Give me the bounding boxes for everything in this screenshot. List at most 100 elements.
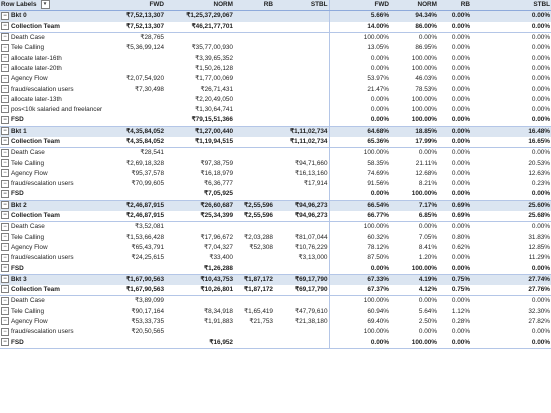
value-cell[interactable]: ₹1,27,00,440 — [165, 125, 234, 137]
value-cell[interactable]: 0.00% — [438, 21, 471, 33]
value-cell[interactable]: 0.00% — [471, 337, 551, 349]
value-cell[interactable] — [234, 84, 274, 94]
value-cell[interactable]: 8.21% — [418, 180, 437, 188]
table-row[interactable]: − pos<10k salaried and freelancer ₹1,30,64… — [0, 104, 551, 116]
value-cell[interactable]: ₹2,46,87,915 — [108, 199, 165, 211]
value-cell[interactable]: ₹46,21,77,701 — [165, 21, 234, 33]
collapse-icon[interactable]: − — [1, 211, 9, 220]
group-row[interactable]: − Collection Team ₹4,35,84,052 ₹1,19,94,515… — [0, 136, 551, 149]
value-cell[interactable] — [274, 115, 329, 127]
table-row[interactable]: − fraud/escalation users ₹70,99,605 ₹6,36,7… — [0, 179, 551, 190]
row-label-cell[interactable]: − Collection Team — [0, 21, 108, 33]
value-cell[interactable]: ₹1,50,26,128 — [195, 64, 233, 72]
collapse-icon[interactable]: − — [1, 296, 9, 305]
value-cell[interactable]: ₹1,67,90,563 — [108, 273, 165, 286]
table-row[interactable]: − allocate later-13th ₹2,20,49,050 0.00% 100… — [0, 94, 551, 105]
table-row[interactable]: − Death Case ₹3,52,081 100.00% 0.00% 0.00% 0.0… — [0, 221, 551, 233]
value-cell[interactable] — [234, 10, 274, 22]
collapse-icon[interactable]: − — [1, 232, 9, 241]
value-cell[interactable]: ₹28,541 — [140, 149, 164, 157]
collapse-icon[interactable]: − — [1, 337, 9, 346]
collapse-icon[interactable]: − — [1, 115, 9, 124]
value-cell[interactable]: ₹3,89,099 — [135, 297, 164, 305]
value-cell[interactable]: ₹24,25,615 — [131, 254, 165, 262]
value-cell[interactable]: ₹7,52,13,307 — [108, 21, 165, 33]
value-cell[interactable]: 86.95% — [415, 44, 437, 52]
value-cell[interactable]: 12.68% — [415, 169, 437, 177]
value-cell[interactable]: 53.97% — [328, 74, 390, 85]
value-cell[interactable]: 0.28% — [451, 318, 470, 326]
value-cell[interactable]: ₹79,15,51,366 — [165, 115, 234, 127]
value-cell[interactable]: ₹1,11,02,734 — [274, 136, 329, 149]
row-label-cell[interactable]: − Collection Team — [0, 285, 108, 297]
row-label-cell[interactable]: − FSD — [0, 263, 108, 275]
value-cell[interactable]: 0.00% — [328, 189, 390, 201]
row-labels-header[interactable]: Row Labels ▾ — [0, 0, 108, 12]
value-cell[interactable] — [274, 105, 329, 115]
group-row[interactable]: − FSD ₹7,05,925 0.00% 100.00% 0.00% 0.00% — [0, 189, 551, 201]
collapse-icon[interactable]: − — [1, 253, 9, 262]
row-label-cell[interactable]: − Death Case — [0, 32, 108, 43]
bucket-row[interactable]: − Bkt 1 ₹4,35,84,052 ₹1,27,00,440 ₹1,11,02,7… — [0, 125, 551, 137]
value-cell[interactable]: 0.00% — [328, 337, 390, 349]
table-row[interactable]: − Tele Calling ₹1,53,66,428 ₹17,96,672 ₹2,03… — [0, 232, 551, 243]
value-cell[interactable]: 67.33% — [328, 273, 390, 286]
value-cell[interactable] — [234, 222, 274, 233]
value-cell[interactable] — [234, 169, 274, 179]
collapse-icon[interactable]: − — [1, 158, 9, 167]
value-cell[interactable]: 0.00% — [328, 104, 390, 116]
value-cell[interactable]: 100.00% — [328, 221, 390, 233]
value-cell[interactable]: 0.00% — [471, 115, 551, 127]
value-cell[interactable]: 0.00% — [531, 54, 550, 62]
collapse-icon[interactable]: − — [1, 307, 9, 316]
row-label-cell[interactable]: − Agency Flow — [0, 243, 108, 253]
value-cell[interactable] — [234, 158, 274, 168]
value-cell[interactable] — [108, 115, 165, 127]
value-cell[interactable]: ₹7,52,13,307 — [108, 10, 165, 22]
value-cell[interactable] — [234, 337, 274, 349]
value-cell[interactable] — [274, 32, 329, 43]
value-cell[interactable]: 1.12% — [451, 307, 470, 315]
value-cell[interactable]: 0.00% — [531, 328, 550, 336]
value-cell[interactable] — [274, 148, 329, 159]
value-cell[interactable]: ₹1,67,90,563 — [108, 285, 165, 297]
value-cell[interactable]: 0.00% — [438, 337, 471, 349]
collapse-icon[interactable]: − — [1, 327, 9, 336]
value-cell[interactable]: 100.00% — [390, 263, 438, 275]
row-label-cell[interactable]: − Collection Team — [0, 210, 108, 223]
value-cell[interactable]: 11.29% — [528, 254, 550, 262]
value-cell[interactable]: 0.00% — [451, 64, 470, 72]
value-cell[interactable]: ₹47,79,610 — [295, 307, 328, 315]
value-cell[interactable]: 91.56% — [328, 179, 390, 190]
group-row[interactable]: − FSD ₹79,15,51,366 0.00% 100.00% 0.00% 0.00% — [0, 115, 551, 127]
col-header-rb-pct[interactable]: RB — [438, 0, 471, 12]
bucket-row[interactable]: − Bkt 2 ₹2,46,87,915 ₹26,60,687 ₹2,55,596 ₹94… — [0, 199, 551, 211]
value-cell[interactable]: 0.00% — [451, 106, 470, 114]
row-label-cell[interactable]: − allocate later-20th — [0, 64, 108, 74]
collapse-icon[interactable]: − — [1, 84, 9, 93]
value-cell[interactable]: ₹94,96,273 — [274, 210, 329, 223]
value-cell[interactable] — [234, 105, 274, 115]
value-cell[interactable]: 0.00% — [531, 149, 550, 157]
col-header-stbl-amount[interactable]: STBL — [274, 0, 329, 12]
collapse-icon[interactable]: − — [1, 285, 9, 294]
value-cell[interactable]: 0.00% — [531, 34, 550, 42]
row-label-cell[interactable]: − Tele Calling — [0, 43, 108, 53]
value-cell[interactable]: 100.00% — [411, 95, 437, 103]
value-cell[interactable]: ₹1,30,64,741 — [195, 106, 233, 114]
value-cell[interactable] — [234, 21, 274, 33]
value-cell[interactable] — [234, 136, 274, 149]
value-cell[interactable] — [234, 327, 274, 337]
value-cell[interactable]: 0.00% — [328, 63, 390, 75]
value-cell[interactable]: ₹17,914 — [303, 180, 328, 188]
col-header-norm-amount[interactable]: NORM — [165, 0, 234, 12]
value-cell[interactable] — [165, 327, 234, 337]
value-cell[interactable]: ₹70,99,605 — [131, 180, 165, 188]
value-cell[interactable]: 4.12% — [390, 285, 438, 297]
value-cell[interactable]: 46.03% — [415, 75, 437, 83]
row-label-cell[interactable]: − fraud/escalation users — [0, 84, 108, 94]
value-cell[interactable]: ₹4,35,84,052 — [108, 136, 165, 149]
value-cell[interactable]: ₹2,07,54,920 — [126, 75, 164, 83]
value-cell[interactable]: 60.94% — [328, 306, 390, 317]
value-cell[interactable] — [234, 263, 274, 275]
